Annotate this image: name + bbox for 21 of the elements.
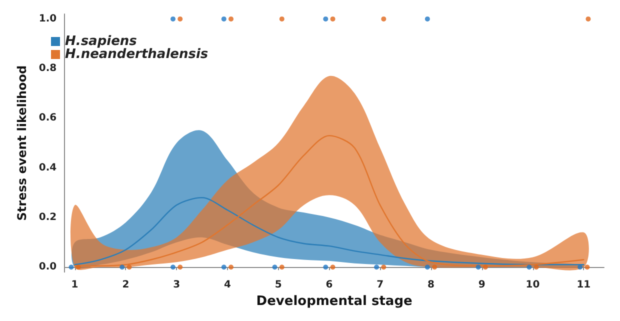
y-tick-label: 0.8 [38, 63, 57, 74]
y-tick-label: 0.6 [38, 112, 57, 124]
x-tick-label: 9 [478, 280, 486, 291]
y-tick-label: 0.2 [38, 212, 57, 223]
y-tick-label: 0.0 [38, 262, 57, 273]
x-tick-label: 1 [71, 280, 78, 291]
x-tick-label: 7 [376, 280, 384, 291]
legend-label: H.neanderthalensis [65, 47, 208, 62]
y-tick-label: 1.0 [38, 13, 57, 24]
x-tick-label: 3 [173, 280, 180, 291]
legend-label: H.sapiens [65, 34, 138, 49]
x-tick-label: 6 [326, 280, 333, 291]
x-tick-label: 2 [122, 280, 130, 291]
x-axis-title: Developmental stage [256, 294, 412, 309]
x-tick-label: 5 [274, 280, 282, 291]
y-tick-label: 0.4 [38, 162, 57, 174]
y-axis-title: Stress event likelihood [15, 65, 29, 221]
x-tick-label: 10 [526, 280, 540, 291]
x-tick-label: 4 [224, 280, 231, 291]
x-tick-label: 8 [428, 280, 435, 291]
x-tick-label: 11 [576, 280, 591, 291]
